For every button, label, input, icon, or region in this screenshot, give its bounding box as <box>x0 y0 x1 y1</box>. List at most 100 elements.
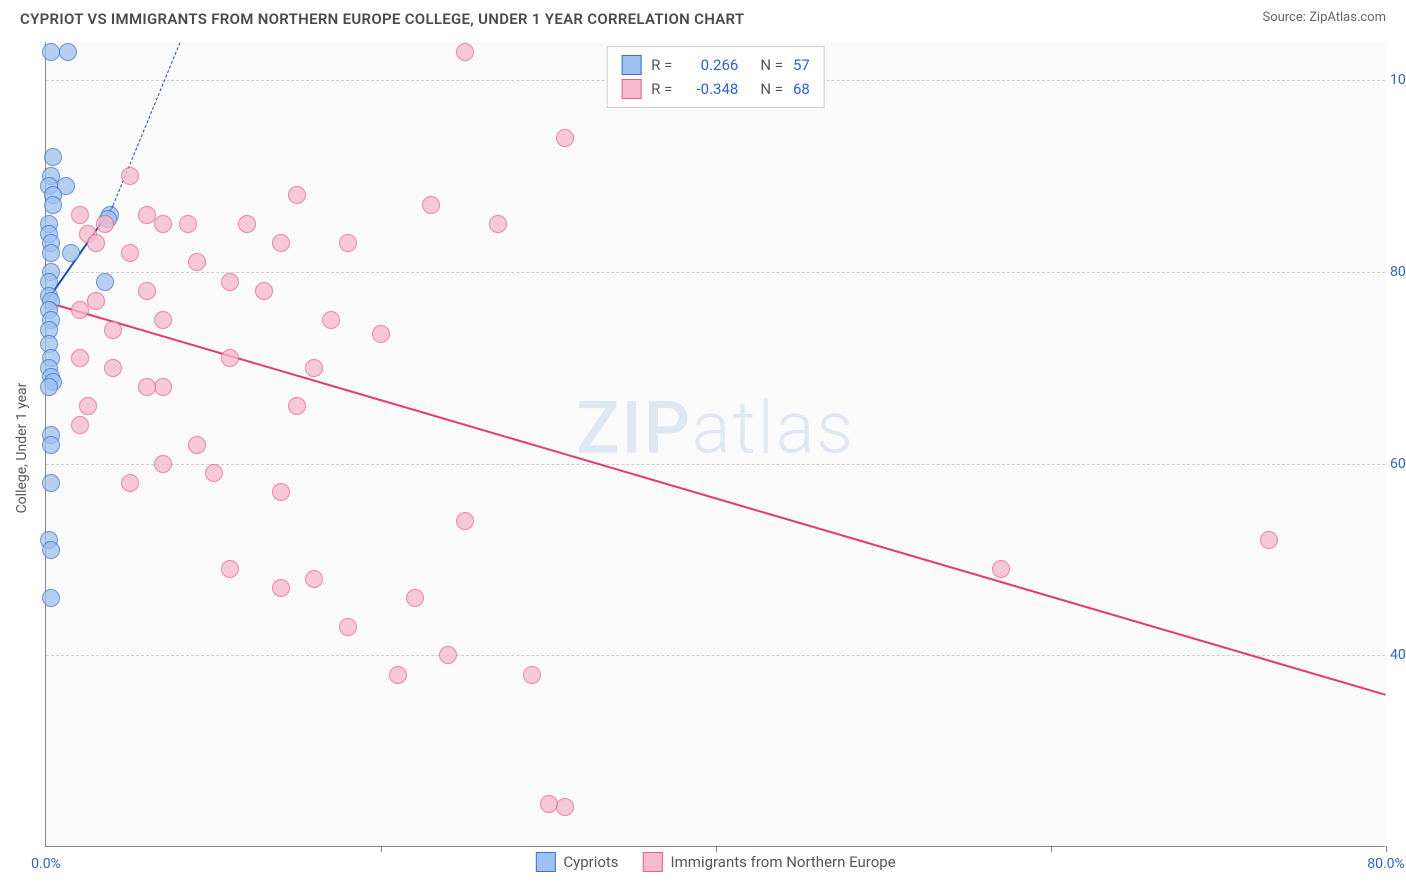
data-point <box>422 196 440 214</box>
y-tick-label: 80.0% <box>1390 264 1406 280</box>
data-point <box>523 666 541 684</box>
data-point <box>255 282 273 300</box>
data-point <box>188 436 206 454</box>
data-point <box>121 244 139 262</box>
legend-swatch <box>621 79 641 99</box>
data-point <box>322 311 340 329</box>
data-point <box>456 512 474 530</box>
data-point <box>188 253 206 271</box>
y-axis-label: College, Under 1 year <box>14 383 30 514</box>
data-point <box>104 359 122 377</box>
data-point <box>71 301 89 319</box>
data-point <box>992 560 1010 578</box>
x-tick <box>381 846 382 852</box>
data-point <box>238 215 256 233</box>
data-point <box>556 129 574 147</box>
correlation-legend: R =0.266N =57R =-0.348N =68 <box>606 46 825 108</box>
trend-line <box>46 301 1387 696</box>
legend-swatch <box>535 852 555 872</box>
data-point <box>540 795 558 813</box>
data-point <box>406 589 424 607</box>
data-point <box>62 244 80 262</box>
y-tick-label: 60.0% <box>1390 456 1406 472</box>
data-point <box>71 349 89 367</box>
data-point <box>556 798 574 816</box>
data-point <box>154 378 172 396</box>
y-tick-label: 40.0% <box>1390 647 1406 663</box>
data-point <box>59 43 77 61</box>
data-point <box>389 666 407 684</box>
data-point <box>42 474 60 492</box>
data-point <box>489 215 507 233</box>
data-point <box>96 215 114 233</box>
watermark: ZIPatlas <box>576 385 855 470</box>
legend-n-label: N = <box>760 80 783 98</box>
data-point <box>138 206 156 224</box>
gridline <box>46 655 1385 656</box>
data-point <box>272 579 290 597</box>
data-point <box>272 234 290 252</box>
series-legend: Cypriots Immigrants from Northern Europe <box>535 852 895 872</box>
x-tick-label: 0.0% <box>31 856 61 872</box>
legend-row: R =-0.348N =68 <box>621 77 810 101</box>
data-point <box>104 321 122 339</box>
y-tick-label: 100.0% <box>1390 72 1406 88</box>
data-point <box>154 455 172 473</box>
data-point <box>138 282 156 300</box>
legend-label: Immigrants from Northern Europe <box>671 853 896 871</box>
data-point <box>71 206 89 224</box>
data-point <box>288 397 306 415</box>
data-point <box>42 589 60 607</box>
x-tick <box>716 846 717 852</box>
legend-swatch <box>621 55 641 75</box>
legend-r-label: R = <box>651 56 672 74</box>
data-point <box>42 436 60 454</box>
data-point <box>1260 531 1278 549</box>
legend-r-value: -0.348 <box>682 80 738 98</box>
legend-item: Cypriots <box>535 852 618 872</box>
data-point <box>42 244 60 262</box>
data-point <box>205 464 223 482</box>
data-point <box>439 646 457 664</box>
data-point <box>456 43 474 61</box>
data-point <box>42 43 60 61</box>
source-label: Source: ZipAtlas.com <box>1262 10 1386 25</box>
legend-n-value: 57 <box>793 56 810 74</box>
data-point <box>121 474 139 492</box>
data-point <box>272 483 290 501</box>
data-point <box>221 273 239 291</box>
data-point <box>44 196 62 214</box>
data-point <box>179 215 197 233</box>
data-point <box>87 234 105 252</box>
data-point <box>372 325 390 343</box>
data-point <box>71 416 89 434</box>
x-tick <box>1386 846 1387 852</box>
x-tick <box>1051 846 1052 852</box>
data-point <box>221 349 239 367</box>
legend-r-value: 0.266 <box>682 56 738 74</box>
data-point <box>44 148 62 166</box>
data-point <box>40 378 58 396</box>
legend-label: Cypriots <box>563 853 618 871</box>
data-point <box>288 186 306 204</box>
gridline <box>46 272 1385 273</box>
data-point <box>305 570 323 588</box>
data-point <box>305 359 323 377</box>
data-point <box>42 541 60 559</box>
data-point <box>339 618 357 636</box>
data-point <box>79 397 97 415</box>
chart-plot-area: ZIPatlas R =0.266N =57R =-0.348N =68 Cyp… <box>45 42 1385 847</box>
legend-row: R = 0.266 N = 57 <box>621 53 810 77</box>
data-point <box>96 273 114 291</box>
gridline <box>46 464 1385 465</box>
x-tick-label: 80.0% <box>1367 856 1405 872</box>
data-point <box>221 560 239 578</box>
chart-title: CYPRIOT VS IMMIGRANTS FROM NORTHERN EURO… <box>20 10 744 28</box>
legend-n-label: N = <box>760 56 783 74</box>
legend-swatch <box>643 852 663 872</box>
data-point <box>121 167 139 185</box>
legend-item: Immigrants from Northern Europe <box>643 852 896 872</box>
data-point <box>154 215 172 233</box>
data-point <box>339 234 357 252</box>
data-point <box>87 292 105 310</box>
